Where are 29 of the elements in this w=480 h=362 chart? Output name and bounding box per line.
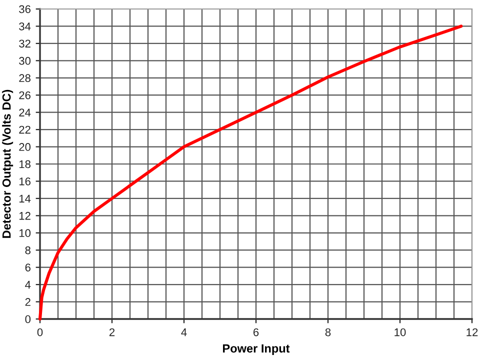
x-tick-label: 12 <box>466 328 478 336</box>
y-tick-label: 16 <box>19 177 30 186</box>
x-axis-title: Power Input <box>223 344 290 355</box>
x-tick-label: 4 <box>181 328 187 336</box>
y-tick-label: 8 <box>25 246 30 254</box>
x-tick-label: 8 <box>325 328 331 336</box>
y-tick-label: 4 <box>25 280 31 289</box>
y-tick-label: 36 <box>19 5 30 14</box>
x-tick-label: 10 <box>394 328 406 336</box>
y-tick-label: 10 <box>19 229 31 238</box>
line-series <box>38 24 463 321</box>
y-tick-label: 34 <box>19 22 31 30</box>
y-tick-label: 24 <box>19 108 31 116</box>
y-tick-label: 30 <box>19 56 31 65</box>
y-tick-label: 20 <box>19 143 31 151</box>
y-tick-label: 22 <box>19 126 30 134</box>
x-tick-label: 0 <box>37 328 43 336</box>
y-tick-label: 0 <box>25 315 31 324</box>
y-tick-label: 14 <box>19 194 31 202</box>
y-tick-label: 18 <box>19 160 30 168</box>
x-tick-label: 2 <box>109 328 115 336</box>
y-tick-label: 26 <box>19 91 30 100</box>
y-axis-title: Detector Output (Volts DC) <box>2 90 14 238</box>
y-tick-label: 32 <box>19 40 30 48</box>
x-tick-label: 6 <box>253 328 259 336</box>
y-tick-label: 2 <box>25 298 30 306</box>
y-tick-label: 28 <box>19 74 30 82</box>
y-tick-label: 6 <box>25 264 30 272</box>
y-tick-label: 12 <box>19 212 30 220</box>
